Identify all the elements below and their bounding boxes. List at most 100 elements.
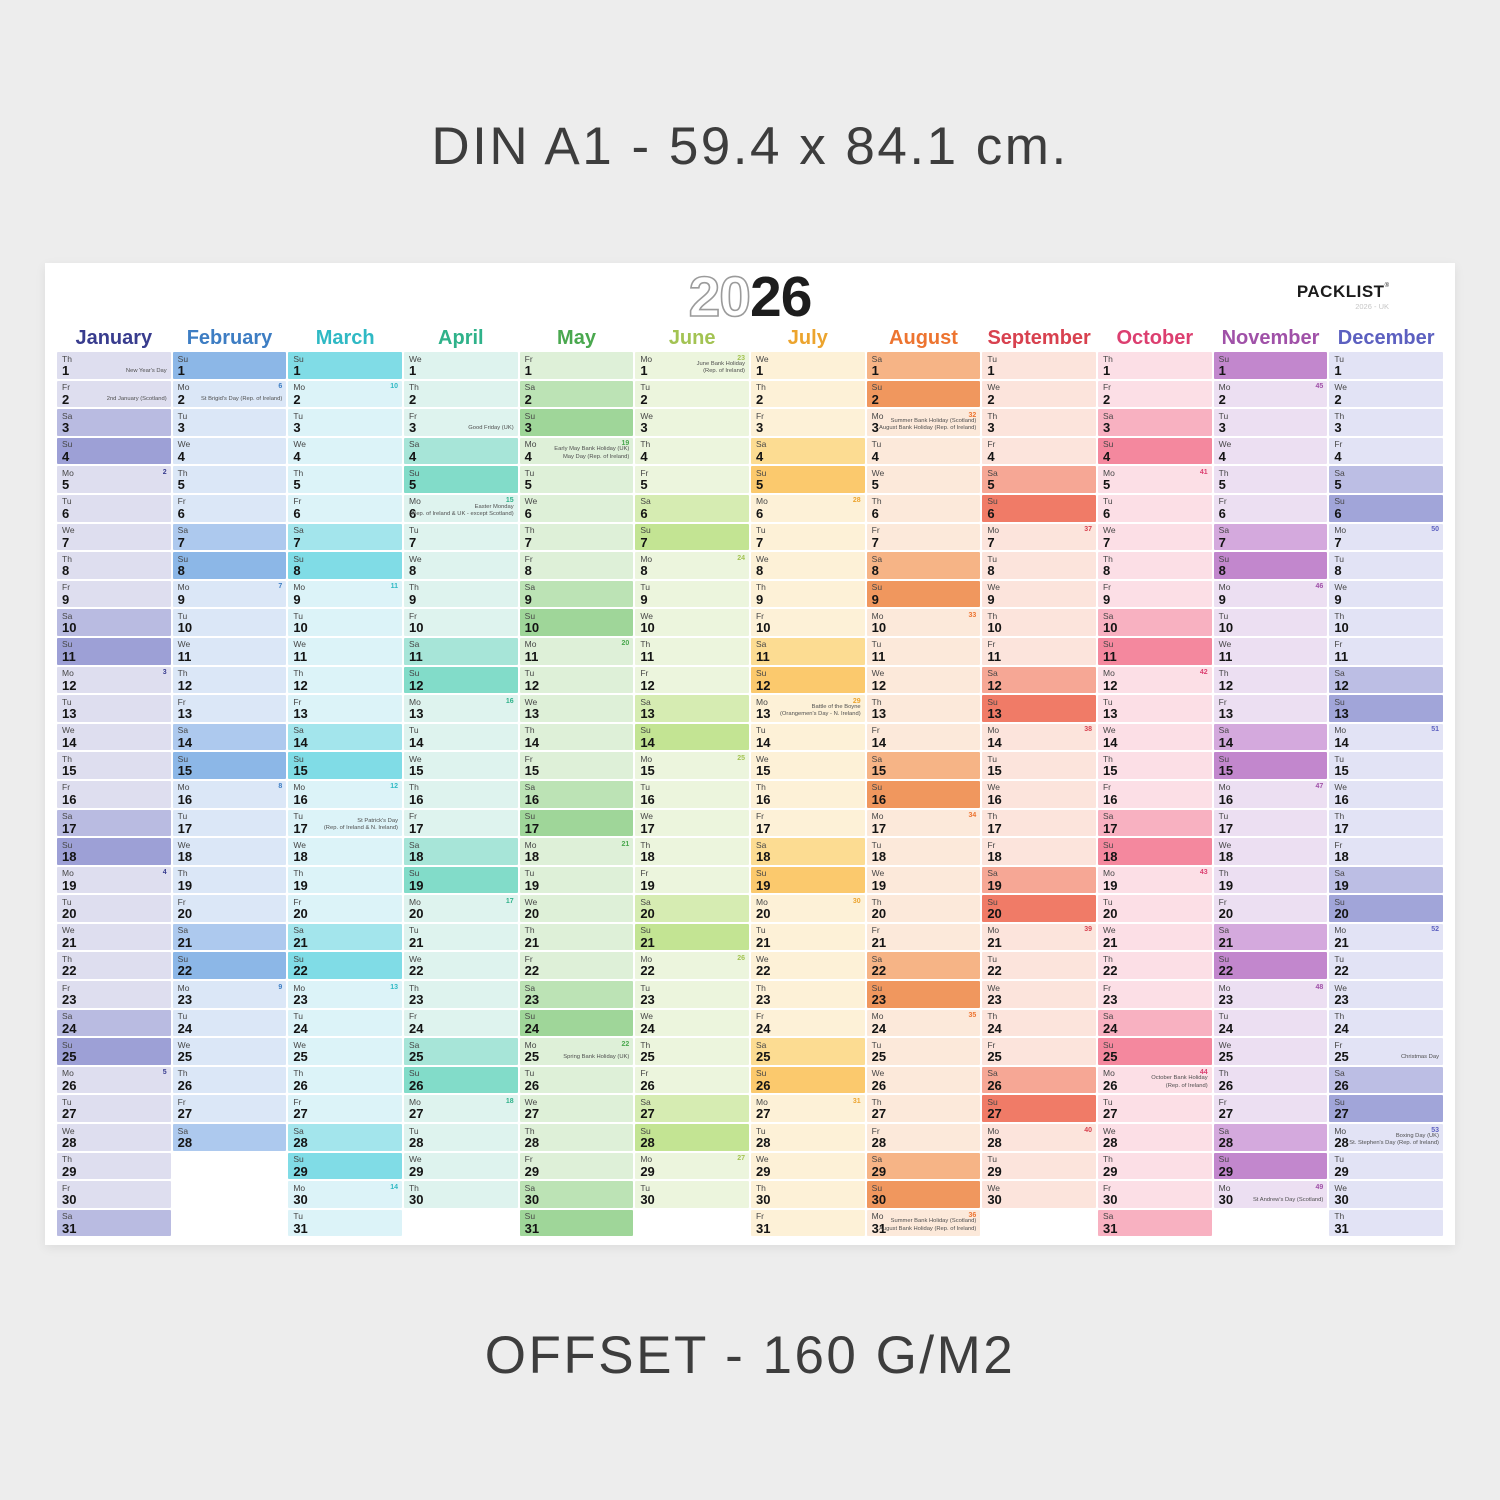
weekday-label: Tu — [640, 382, 650, 393]
day-number: 21 — [640, 934, 655, 950]
day-cell: Tu 28 — [403, 1124, 518, 1151]
registered-mark-icon: ® — [1384, 283, 1389, 289]
weekday-label: Mo — [987, 725, 1000, 736]
day-number: 14 — [1218, 734, 1234, 750]
week-number: 53 — [1431, 1126, 1439, 1134]
weekday-label: Su — [524, 1011, 536, 1022]
day-number: 11 — [408, 648, 423, 664]
day-number: 21 — [755, 934, 771, 950]
day-cell: Fr 2 2nd January (Scotland) — [57, 380, 171, 408]
day-number: 23 — [524, 992, 540, 1008]
day-number: 21 — [293, 934, 308, 950]
weekday-label: Sa — [640, 496, 651, 507]
weekday-label: Su — [1218, 753, 1230, 764]
weekday-label: Th — [1102, 953, 1113, 964]
day-cell: Su 15 — [1213, 752, 1328, 779]
day-number: 24 — [1102, 1020, 1118, 1036]
day-number: 17 — [640, 820, 655, 836]
weekday-label: Th — [524, 725, 535, 736]
day-number: 8 — [640, 563, 648, 579]
day-number: 2 — [524, 391, 532, 407]
format-caption: DIN A1 - 59.4 x 84.1 cm. — [431, 117, 1069, 176]
day-number: 7 — [408, 534, 417, 550]
day-cell: Sa 14 — [172, 723, 287, 751]
weekday-label: Th — [1334, 610, 1345, 621]
day-number: 6 — [640, 505, 648, 521]
weekday-label: Th — [987, 1011, 998, 1022]
day-number: 16 — [987, 791, 1002, 807]
month-days: We 1 Th 2 Fr 3 Good Friday (UK) Sa 4 Su 5 Mo 6 15 East… — [403, 352, 518, 1236]
week-number: 31 — [852, 1097, 861, 1105]
day-number: 17 — [1102, 820, 1118, 836]
poster-header: 2026 PACKLIST® 2026 - UK — [45, 263, 1455, 327]
weekday-label: We — [408, 1154, 422, 1165]
weekday-label: Tu — [62, 896, 72, 907]
weekday-label: Tu — [293, 1211, 303, 1222]
day-number: 28 — [755, 1135, 771, 1151]
day-cell: Mo 3 32 Summer Bank Holiday (Scotland) Augus… — [866, 409, 981, 436]
day-cell: Th 25 — [635, 1038, 749, 1065]
week-number: 18 — [505, 1097, 514, 1105]
weekday-label: We — [1102, 1125, 1116, 1136]
day-cell: Mo 12 3 — [57, 666, 171, 694]
day-number: 18 — [755, 849, 771, 865]
day-number: 20 — [640, 906, 655, 922]
week-number: 11 — [390, 583, 398, 591]
weekday-label: We — [408, 953, 422, 964]
weekday-label: Fr — [293, 496, 302, 507]
weekday-label: Tu — [1218, 610, 1229, 621]
day-cell: Su 22 — [288, 952, 402, 980]
weekday-label: Tu — [987, 553, 997, 564]
week-number: 46 — [1315, 583, 1324, 591]
day-cell: Mo 9 46 — [1213, 580, 1328, 608]
day-number: 13 — [524, 706, 540, 722]
day-number: 10 — [62, 620, 77, 636]
weekday-label: Sa — [755, 439, 767, 450]
day-cell: Mo 28 40 — [982, 1124, 1096, 1151]
weekday-label: We — [1102, 925, 1116, 936]
weekday-label: Mo — [1102, 868, 1115, 879]
weekday-label: We — [62, 725, 75, 736]
day-cell: Su 8 — [1213, 552, 1328, 579]
weekday-label: Sa — [177, 1125, 189, 1136]
day-number: 19 — [62, 877, 77, 893]
weekday-label: Th — [987, 410, 998, 421]
day-cell: We 27 — [519, 1095, 634, 1123]
day-number: 25 — [1334, 1049, 1349, 1065]
weekday-label: Fr — [871, 925, 880, 936]
month-column-december: December Tu 1 We 2 Th 3 Fr 4 Sa 5 Su 6 Mo 7 50 Tu 8 We 9 Th 1… — [1329, 327, 1443, 1237]
day-cell: Fr 21 — [866, 923, 981, 951]
weekday-label: Mo — [408, 896, 421, 907]
weekday-label: Sa — [62, 410, 73, 421]
day-number: 14 — [293, 734, 308, 750]
weekday-label: Tu — [293, 410, 303, 421]
weekday-label: Fr — [62, 582, 71, 593]
day-cell: Su 2 — [866, 380, 981, 408]
day-number: 29 — [640, 1163, 655, 1179]
weekday-label: Fr — [1102, 382, 1112, 393]
day-cell: Su 15 — [172, 752, 287, 779]
day-cell: We 11 — [288, 637, 402, 665]
weekday-label: Tu — [408, 1125, 419, 1136]
week-number: 2 — [162, 468, 167, 476]
day-number: 19 — [177, 877, 193, 893]
day-number: 27 — [524, 1106, 540, 1122]
weekday-label: We — [640, 410, 653, 421]
day-number: 25 — [524, 1049, 540, 1065]
weekday-label: We — [177, 639, 191, 650]
weekday-label: Th — [62, 1154, 72, 1165]
day-cell: Sa 24 — [57, 1009, 171, 1037]
month-name-label: March — [315, 327, 375, 349]
day-number: 14 — [640, 734, 655, 750]
day-number: 12 — [408, 677, 424, 693]
day-number: 17 — [1218, 820, 1234, 836]
weekday-label: Mo — [871, 1211, 884, 1222]
day-cell: Mo 25 22 Spring Bank Holiday (UK) — [519, 1038, 634, 1065]
day-cell: Mo 21 52 — [1329, 923, 1443, 951]
weekday-label: Tu — [1334, 753, 1344, 764]
day-number: 3 — [62, 420, 70, 436]
day-cell: Su 6 — [982, 494, 1096, 522]
weekday-label: We — [177, 439, 191, 450]
day-number: 24 — [177, 1020, 193, 1036]
day-cell: Mo 29 27 — [635, 1152, 749, 1180]
